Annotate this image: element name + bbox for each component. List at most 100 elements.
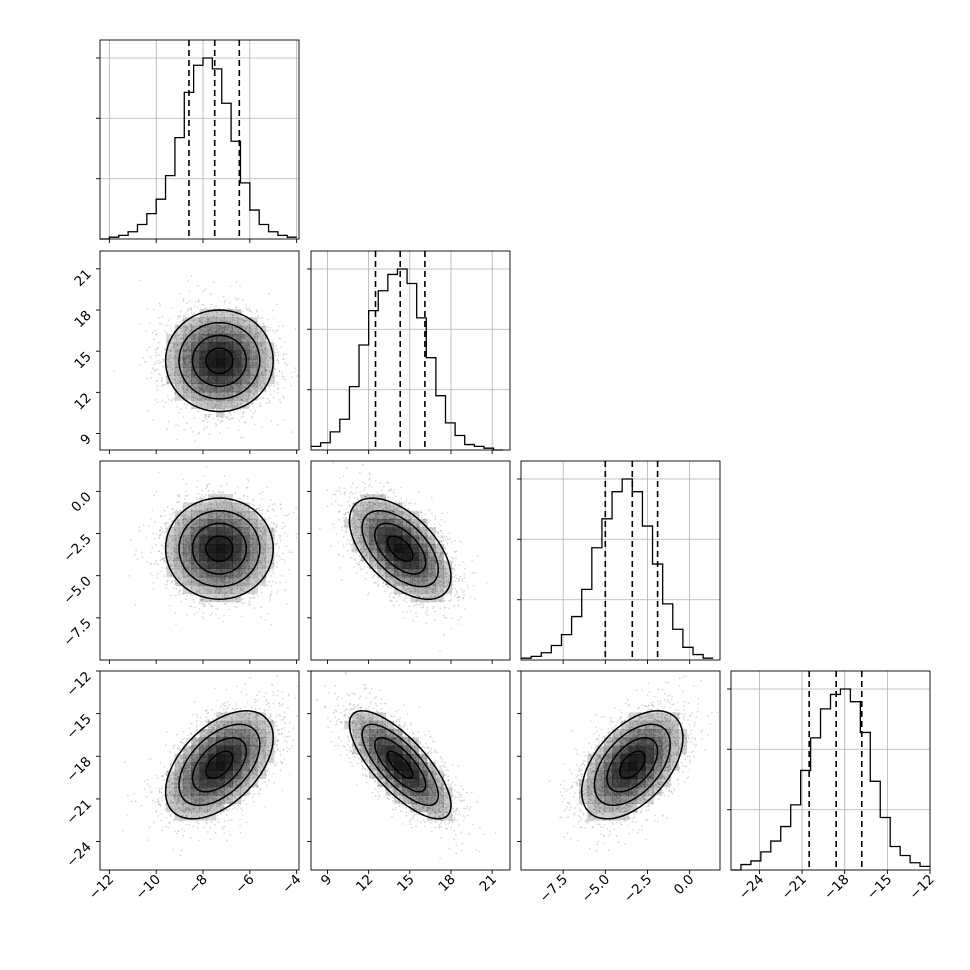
scatter-point [221, 416, 224, 419]
density-cell [224, 317, 233, 326]
scatter-point [263, 525, 265, 527]
scatter-point [243, 406, 246, 409]
scatter-point [183, 382, 185, 384]
scatter-point [254, 333, 257, 336]
scatter-point [138, 363, 141, 366]
scatter-point [269, 593, 272, 595]
scatter-point [273, 375, 276, 378]
scatter-point [255, 331, 257, 334]
scatter-point [252, 558, 255, 560]
scatter-point [198, 608, 201, 610]
scatter-point [165, 567, 167, 569]
scatter-point [208, 415, 210, 418]
scatter-point [259, 345, 261, 348]
scatter-point [290, 384, 293, 387]
scatter-point [169, 594, 172, 597]
density-cell [199, 333, 209, 343]
scatter-point [243, 585, 246, 588]
scatter-point [274, 503, 276, 505]
scatter-point [195, 387, 197, 390]
scatter-point [248, 380, 251, 383]
scatter-point [179, 358, 182, 360]
density-cell [216, 309, 225, 318]
scatter-point [253, 393, 255, 395]
scatter-point [252, 345, 255, 348]
scatter-point [197, 410, 199, 413]
scatter-point [174, 372, 176, 375]
scatter-point [164, 537, 166, 540]
scatter-point [260, 342, 263, 345]
density-cell [216, 391, 225, 401]
density-cell [257, 342, 267, 351]
scatter-point [190, 378, 192, 380]
scatter-point [196, 611, 199, 614]
scatter-point [268, 517, 271, 519]
scatter-point [167, 395, 169, 397]
scatter-point [210, 405, 212, 408]
scatter-point [216, 503, 218, 506]
scatter-point [169, 535, 172, 537]
density-cell [191, 391, 200, 401]
scatter-point [256, 332, 259, 334]
density-cell [232, 383, 242, 393]
scatter-point [198, 320, 200, 323]
scatter-point [186, 376, 188, 379]
scatter-point [209, 413, 212, 416]
scatter-point [157, 341, 160, 344]
scatter-point [252, 546, 254, 549]
scatter-point [193, 513, 196, 516]
scatter-point [242, 436, 245, 439]
scatter-point [243, 411, 245, 413]
scatter-point [158, 316, 160, 319]
scatter-point [197, 316, 200, 318]
scatter-point [189, 325, 192, 327]
density-cell [240, 325, 250, 335]
scatter-point [218, 328, 221, 330]
scatter-point [205, 389, 207, 391]
density-cell [249, 391, 258, 401]
scatter-point [178, 315, 181, 317]
scatter-point [276, 303, 278, 306]
scatter-point [138, 526, 141, 528]
scatter-point [201, 386, 204, 388]
scatter-point [174, 354, 177, 357]
density-cell [182, 350, 192, 360]
scatter-point [196, 573, 199, 575]
scatter-point [223, 408, 225, 410]
scatter-point [195, 389, 197, 391]
scatter-point [176, 584, 178, 587]
density-cell [199, 375, 209, 384]
scatter-point [260, 536, 263, 538]
scatter-point [277, 325, 280, 328]
scatter-point [150, 377, 152, 379]
scatter-point [183, 365, 185, 368]
scatter-point [167, 420, 170, 423]
scatter-point [190, 593, 192, 596]
scatter-point [178, 320, 181, 323]
scatter-point [205, 494, 207, 496]
scatter-point [256, 356, 259, 358]
scatter-point [184, 363, 187, 366]
scatter-point [189, 605, 192, 608]
scatter-point [174, 324, 177, 326]
scatter-point [288, 568, 291, 571]
scatter-point [211, 311, 214, 313]
scatter-point [275, 515, 277, 517]
scatter-point [199, 523, 202, 525]
scatter-point [251, 365, 254, 367]
scatter-point [246, 335, 249, 338]
scatter-point [240, 326, 242, 328]
scatter-point [230, 405, 233, 407]
scatter-point [166, 324, 169, 326]
scatter-point [254, 327, 256, 330]
scatter-point [174, 399, 177, 401]
scatter-point [252, 331, 254, 334]
scatter-point [193, 312, 196, 314]
scatter-point [229, 503, 231, 506]
scatter-point [181, 380, 183, 382]
scatter-point [184, 495, 187, 497]
scatter-point [173, 550, 175, 553]
scatter-point [208, 312, 210, 315]
scatter-point [174, 383, 177, 386]
scatter-point [260, 340, 262, 343]
